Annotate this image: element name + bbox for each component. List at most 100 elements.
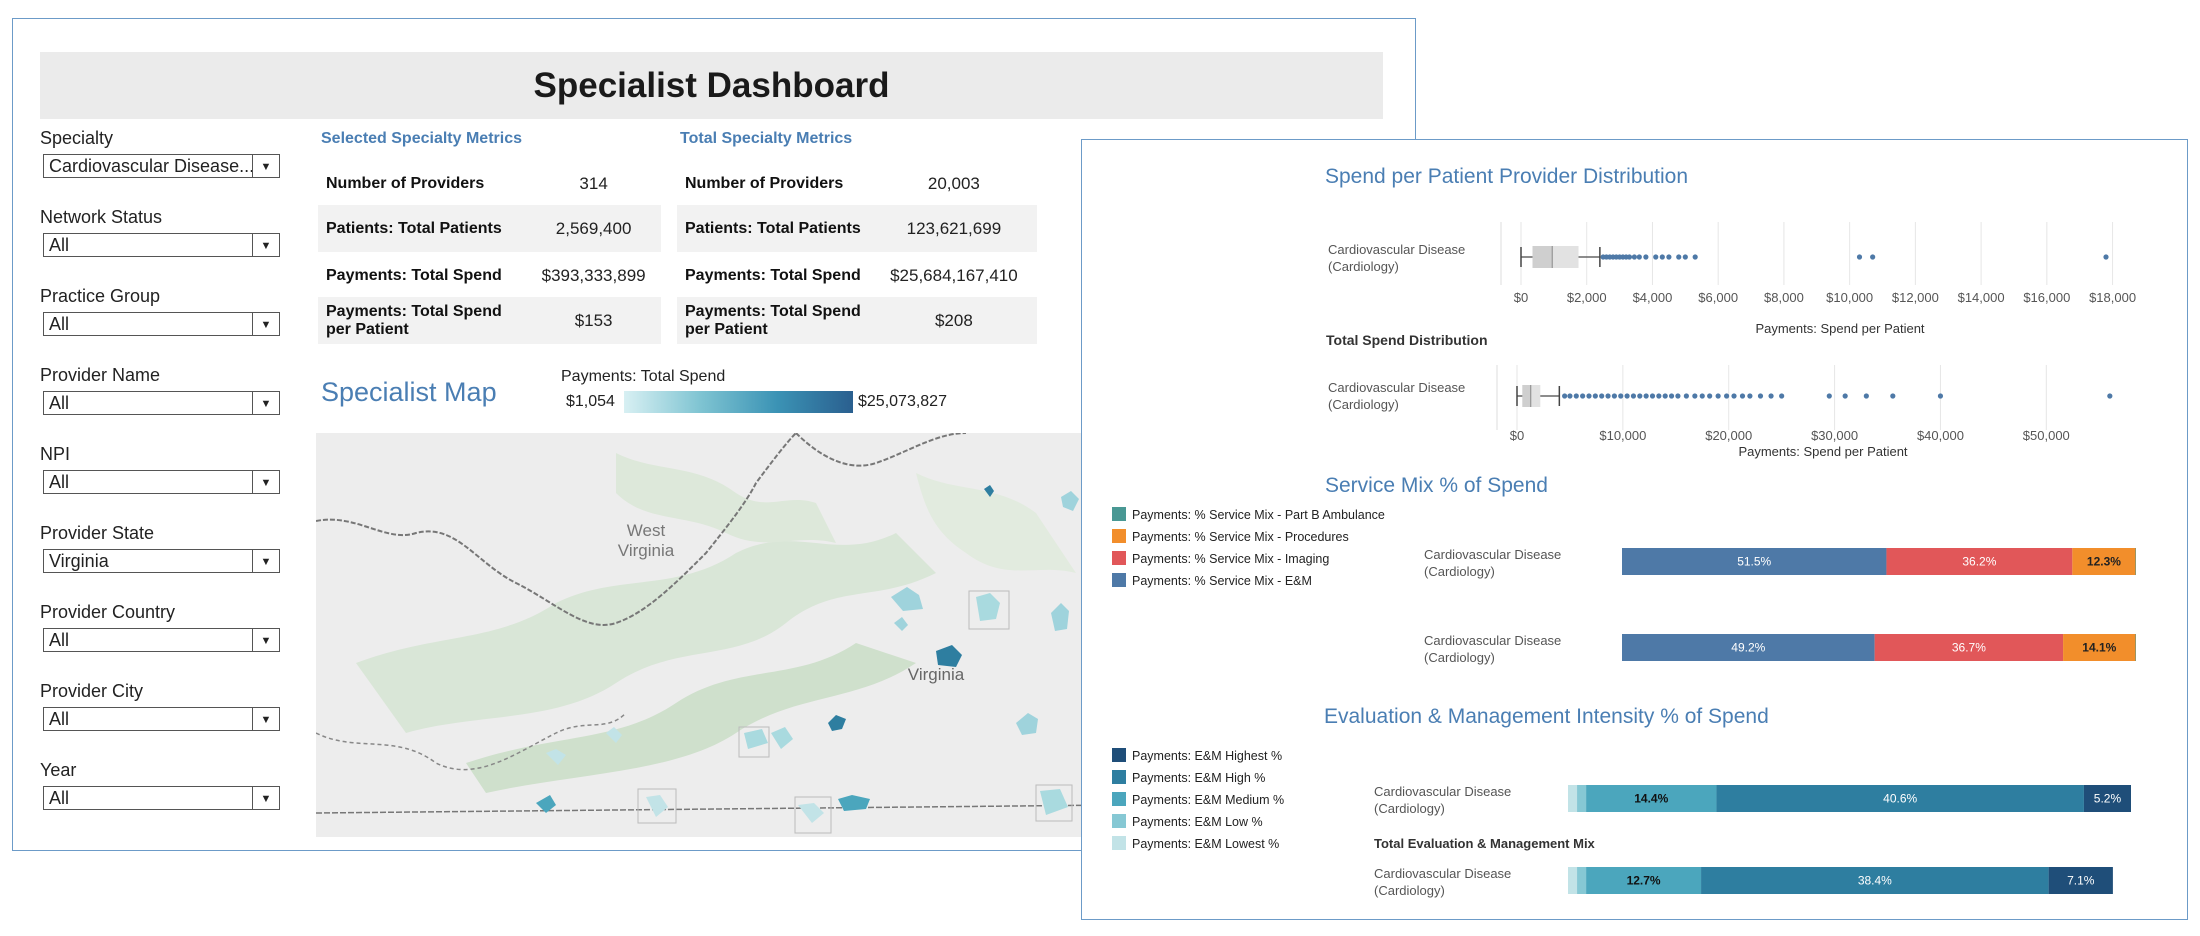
filter-value: All (49, 630, 70, 650)
filter-dropdown-network-status[interactable]: All ▼ (43, 233, 280, 257)
provider-region[interactable] (1040, 789, 1068, 815)
bar-segment (1622, 634, 1875, 661)
bar-segment (1874, 634, 2064, 661)
chart-subtitle: Total Evaluation & Management Mix (1374, 836, 1596, 851)
provider-region[interactable] (936, 645, 962, 667)
data-label: 7.1% (2067, 874, 2095, 888)
chevron-down-icon[interactable]: ▼ (252, 471, 279, 493)
terrain-area (356, 533, 936, 733)
provider-region[interactable] (637, 788, 677, 824)
outlier-point (1692, 254, 1698, 260)
legend-label: Payments: E&M Highest % (1132, 749, 1282, 763)
outlier-point (2107, 393, 2113, 399)
data-label: 12.7% (1627, 874, 1661, 888)
provider-region[interactable] (976, 593, 1000, 621)
filter-dropdown-specialty[interactable]: Cardiovascular Disease... ▼ (43, 154, 280, 178)
provider-region[interactable] (1016, 713, 1038, 735)
filter-dropdown-npi[interactable]: All ▼ (43, 470, 280, 494)
chevron-down-icon[interactable]: ▼ (252, 155, 279, 177)
provider-region[interactable] (968, 590, 1010, 630)
provider-region[interactable] (738, 726, 770, 758)
chevron-down-icon[interactable]: ▼ (252, 234, 279, 256)
total-metrics-title: Total Specialty Metrics (680, 130, 853, 147)
filter-label: Network Status (40, 207, 163, 227)
filter-value: All (49, 235, 70, 255)
outlier-point (1580, 393, 1586, 399)
provider-region[interactable] (984, 485, 994, 497)
bar-segment (1586, 785, 1717, 812)
filter-value: All (49, 314, 70, 334)
outlier-point (1643, 393, 1649, 399)
metric-label: Payments: Total Spend per Patient (326, 302, 502, 338)
chevron-down-icon[interactable]: ▼ (252, 550, 279, 572)
filter-dropdown-year[interactable]: All ▼ (43, 786, 280, 810)
provider-region[interactable] (1051, 603, 1069, 631)
chevron-down-icon[interactable]: ▼ (252, 313, 279, 335)
outlier-point (1599, 393, 1605, 399)
filter-dropdown-provider-city[interactable]: All ▼ (43, 707, 280, 731)
filter-dropdown-practice-group[interactable]: All ▼ (43, 312, 280, 336)
chevron-down-icon[interactable]: ▼ (252, 708, 279, 730)
provider-region[interactable] (828, 715, 846, 731)
tick-label: $14,000 (1958, 290, 2005, 305)
metric-label: Number of Providers (326, 174, 485, 192)
filter-label: Provider City (40, 681, 144, 701)
bar-segment (1586, 867, 1702, 894)
filter-value: Cardiovascular Disease... (49, 156, 255, 176)
outlier-point (1643, 254, 1649, 260)
metric-row: Patients: Total Patients 123,621,699 (677, 205, 1037, 252)
tick-label: $18,000 (2089, 290, 2136, 305)
provider-region[interactable] (606, 727, 622, 743)
legend-swatch (1112, 792, 1126, 806)
filter-dropdown-provider-country[interactable]: All ▼ (43, 628, 280, 652)
metric-row: Number of Providers 20,003 (677, 160, 1037, 207)
provider-region[interactable] (744, 729, 768, 749)
provider-region[interactable] (1035, 784, 1073, 822)
bar-segment (1622, 548, 1887, 575)
chevron-down-icon[interactable]: ▼ (252, 629, 279, 651)
outlier-point (1842, 393, 1848, 399)
outlier-point (1863, 393, 1869, 399)
category-label: Cardiovascular Disease (Cardiology) (1424, 633, 1561, 665)
provider-region[interactable] (771, 727, 793, 749)
data-label: 5.2% (2094, 792, 2122, 806)
provider-region[interactable] (646, 795, 668, 817)
outlier-point (1724, 393, 1730, 399)
metric-value: 314 (579, 173, 608, 193)
bar-segment (1716, 785, 2084, 812)
provider-region[interactable] (536, 795, 556, 813)
outlier-point (1675, 393, 1681, 399)
specialist-map[interactable]: West Virginia Virginia (316, 433, 1116, 837)
outlier-point (1715, 393, 1721, 399)
metric-label: Number of Providers (685, 174, 844, 192)
provider-region[interactable] (891, 587, 923, 611)
provider-region[interactable] (794, 796, 832, 834)
data-label: 14.1% (2082, 641, 2116, 655)
provider-region[interactable] (894, 617, 908, 631)
tick-label: $0 (1514, 290, 1528, 305)
chevron-down-icon[interactable]: ▼ (252, 787, 279, 809)
tick-label: $20,000 (1705, 428, 1752, 443)
legend-label: Payments: E&M Low % (1132, 815, 1263, 829)
map-legend-max: $25,073,827 (858, 393, 947, 410)
outlier-point (1870, 254, 1876, 260)
metric-value: 20,003 (927, 173, 980, 193)
chevron-down-icon[interactable]: ▼ (252, 392, 279, 414)
filter-dropdown-provider-state[interactable]: Virginia ▼ (43, 549, 280, 573)
outlier-point (1573, 393, 1579, 399)
provider-region[interactable] (838, 795, 870, 811)
outlier-point (1649, 393, 1656, 399)
box-lower (1532, 246, 1553, 268)
legend-label: Payments: E&M Medium % (1132, 793, 1284, 807)
outlier-point (1624, 393, 1630, 399)
tick-label: $16,000 (2023, 290, 2070, 305)
outlier-point (1707, 393, 1713, 399)
filter-dropdown-provider-name[interactable]: All ▼ (43, 391, 280, 415)
provider-region[interactable] (798, 803, 824, 823)
metric-row: Payments: Total Spend $25,684,167,410 (677, 252, 1037, 299)
provider-region[interactable] (546, 749, 566, 765)
provider-region[interactable] (1061, 491, 1079, 511)
bar-segment (2135, 548, 2136, 575)
metric-label: Patients: Total Patients (685, 219, 861, 237)
data-label: 14.4% (1634, 792, 1668, 806)
